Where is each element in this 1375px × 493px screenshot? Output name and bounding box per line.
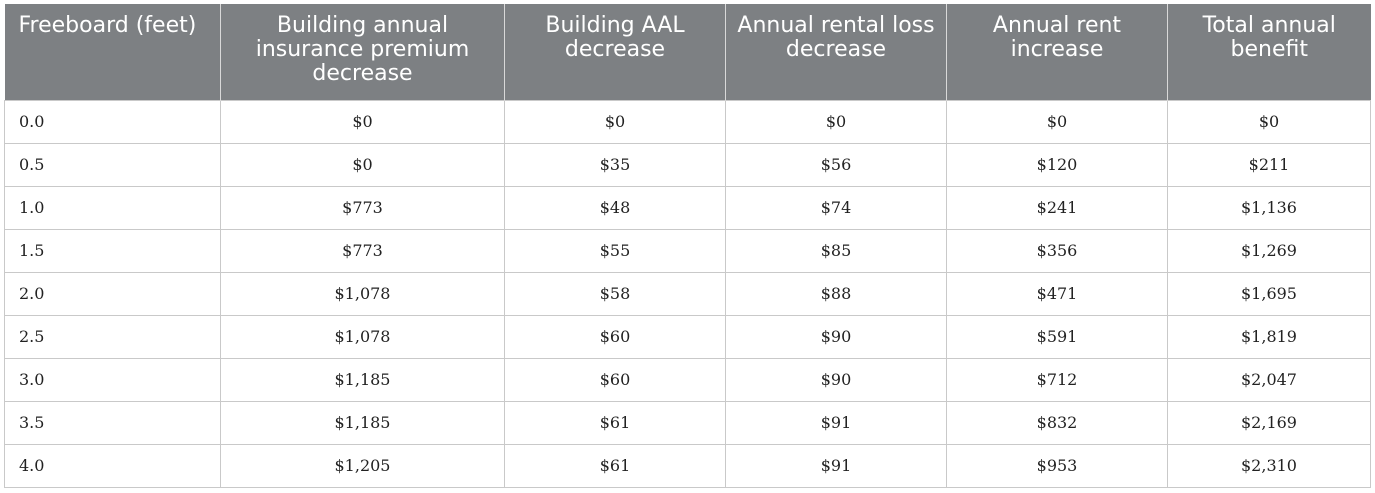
header-building-aal-decrease: Building AAL decrease (504, 4, 726, 100)
cell-building-aal-decrease: $60 (504, 314, 726, 359)
cell-total-annual-benefit: $1,269 (1167, 228, 1371, 273)
cell-total-annual-benefit: $1,695 (1167, 271, 1371, 316)
cell-total-annual-benefit: $211 (1167, 142, 1371, 187)
cell-rental-loss-decrease: $0 (725, 99, 947, 144)
header-freeboard: Freeboard (feet) (4, 4, 221, 100)
cell-annual-rent-increase: $0 (946, 99, 1168, 144)
table-row: 0.5 $0 $35 $56 $120 $211 (4, 142, 1371, 187)
header-row: Freeboard (feet) Building annual insuran… (4, 4, 1371, 100)
cell-building-aal-decrease: $48 (504, 185, 726, 230)
cell-insurance-premium-decrease: $0 (220, 142, 505, 187)
cell-building-aal-decrease: $58 (504, 271, 726, 316)
cell-insurance-premium-decrease: $1,078 (220, 271, 505, 316)
cell-insurance-premium-decrease: $773 (220, 185, 505, 230)
table-body: 0.0 $0 $0 $0 $0 $0 0.5 $0 $35 $56 $120 $211 1.0 $773 $… (4, 99, 1371, 488)
cell-total-annual-benefit: $2,169 (1167, 400, 1371, 445)
cell-insurance-premium-decrease: $1,078 (220, 314, 505, 359)
cell-total-annual-benefit: $0 (1167, 99, 1371, 144)
cell-freeboard: 1.0 (4, 185, 221, 230)
cell-insurance-premium-decrease: $1,185 (220, 357, 505, 402)
header-insurance-premium-decrease: Building annual insurance premium decrea… (220, 4, 505, 100)
table-row: 4.0 $1,205 $61 $91 $953 $2,310 (4, 443, 1371, 488)
cell-rental-loss-decrease: $90 (725, 357, 947, 402)
cell-freeboard: 3.0 (4, 357, 221, 402)
cell-insurance-premium-decrease: $1,185 (220, 400, 505, 445)
header-total-annual-benefit: Total annual benefit (1167, 4, 1371, 100)
cell-rental-loss-decrease: $74 (725, 185, 947, 230)
cell-insurance-premium-decrease: $0 (220, 99, 505, 144)
cell-annual-rent-increase: $712 (946, 357, 1168, 402)
cell-building-aal-decrease: $60 (504, 357, 726, 402)
table-header: Freeboard (feet) Building annual insuran… (4, 4, 1371, 100)
cell-freeboard: 2.5 (4, 314, 221, 359)
cell-building-aal-decrease: $0 (504, 99, 726, 144)
freeboard-benefit-table: Freeboard (feet) Building annual insuran… (4, 4, 1371, 488)
cell-annual-rent-increase: $471 (946, 271, 1168, 316)
cell-annual-rent-increase: $241 (946, 185, 1168, 230)
cell-building-aal-decrease: $35 (504, 142, 726, 187)
header-annual-rent-increase: Annual rent increase (946, 4, 1168, 100)
cell-rental-loss-decrease: $88 (725, 271, 947, 316)
cell-freeboard: 0.0 (4, 99, 221, 144)
cell-total-annual-benefit: $2,047 (1167, 357, 1371, 402)
cell-freeboard: 3.5 (4, 400, 221, 445)
cell-building-aal-decrease: $61 (504, 443, 726, 488)
table-row: 1.5 $773 $55 $85 $356 $1,269 (4, 228, 1371, 273)
cell-annual-rent-increase: $356 (946, 228, 1168, 273)
cell-freeboard: 1.5 (4, 228, 221, 273)
cell-annual-rent-increase: $832 (946, 400, 1168, 445)
cell-annual-rent-increase: $953 (946, 443, 1168, 488)
cell-rental-loss-decrease: $91 (725, 443, 947, 488)
cell-insurance-premium-decrease: $1,205 (220, 443, 505, 488)
cell-building-aal-decrease: $61 (504, 400, 726, 445)
cell-freeboard: 4.0 (4, 443, 221, 488)
cell-rental-loss-decrease: $90 (725, 314, 947, 359)
cell-total-annual-benefit: $1,136 (1167, 185, 1371, 230)
cell-freeboard: 2.0 (4, 271, 221, 316)
cell-building-aal-decrease: $55 (504, 228, 726, 273)
table-row: 2.0 $1,078 $58 $88 $471 $1,695 (4, 271, 1371, 316)
freeboard-benefit-table-container: Freeboard (feet) Building annual insuran… (4, 4, 1371, 488)
cell-total-annual-benefit: $2,310 (1167, 443, 1371, 488)
cell-rental-loss-decrease: $85 (725, 228, 947, 273)
cell-rental-loss-decrease: $91 (725, 400, 947, 445)
cell-total-annual-benefit: $1,819 (1167, 314, 1371, 359)
table-row: 3.0 $1,185 $60 $90 $712 $2,047 (4, 357, 1371, 402)
header-rental-loss-decrease: Annual rental loss decrease (725, 4, 947, 100)
table-row: 2.5 $1,078 $60 $90 $591 $1,819 (4, 314, 1371, 359)
table-row: 0.0 $0 $0 $0 $0 $0 (4, 99, 1371, 144)
table-row: 1.0 $773 $48 $74 $241 $1,136 (4, 185, 1371, 230)
cell-rental-loss-decrease: $56 (725, 142, 947, 187)
cell-insurance-premium-decrease: $773 (220, 228, 505, 273)
cell-annual-rent-increase: $120 (946, 142, 1168, 187)
cell-annual-rent-increase: $591 (946, 314, 1168, 359)
table-row: 3.5 $1,185 $61 $91 $832 $2,169 (4, 400, 1371, 445)
cell-freeboard: 0.5 (4, 142, 221, 187)
